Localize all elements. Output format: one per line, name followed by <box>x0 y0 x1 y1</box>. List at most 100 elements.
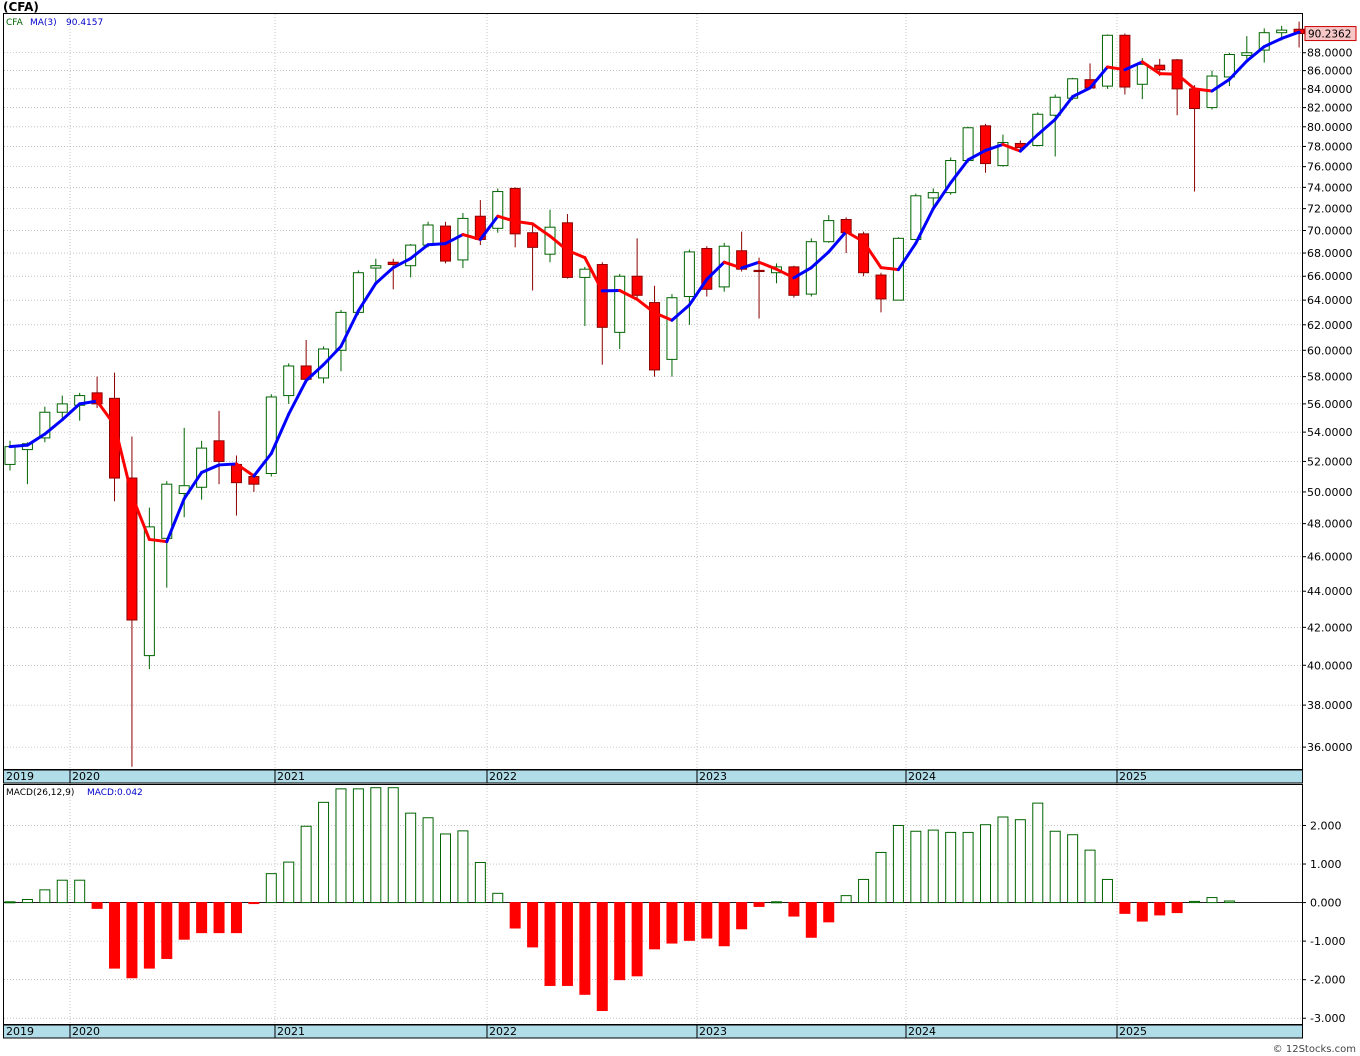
candle-body <box>980 125 992 165</box>
ma-segment <box>1123 60 1144 72</box>
ma-segment <box>444 233 465 246</box>
candle-body <box>196 447 208 488</box>
candle-body <box>1049 96 1061 116</box>
ma-segment <box>722 260 744 270</box>
ma-segment <box>304 363 326 383</box>
macd-bar-positive <box>21 898 33 904</box>
candle-body <box>753 269 765 273</box>
ma-segment <box>269 412 291 456</box>
ma-segment <box>1071 86 1092 99</box>
price-tick-label: 44.0000 <box>1307 585 1353 598</box>
price-grid <box>4 14 1302 769</box>
ma-segment <box>1088 65 1109 90</box>
candle-body <box>213 440 225 462</box>
macd-y-axis: -3.000 -2.000 -1.000 0.000 1.000 2.000 <box>1302 819 1345 1025</box>
macd-bar-positive <box>910 830 922 904</box>
macd-bar-positive <box>1032 802 1044 904</box>
macd-bar-positive <box>770 901 782 904</box>
macd-bar-negative <box>1171 902 1183 914</box>
macd-bar-negative <box>544 902 556 986</box>
macd-bar-negative <box>248 902 260 905</box>
ma-segment <box>827 230 848 254</box>
ma-segment <box>95 399 117 427</box>
macd-bar-positive <box>858 878 870 904</box>
price-tick-label: 42.0000 <box>1307 621 1353 634</box>
ma-segment <box>426 242 447 247</box>
ma-segment <box>252 452 273 478</box>
macd-bar-negative <box>649 902 661 950</box>
moving-average-line <box>8 30 1301 544</box>
macd-tick-label: 2.000 <box>1310 819 1342 832</box>
candle-body <box>631 275 643 296</box>
candle-body <box>927 192 939 199</box>
year-label: 2020 <box>72 1025 100 1038</box>
macd-bar-negative <box>1154 902 1166 916</box>
macd-bar-positive <box>1189 900 1201 904</box>
ma-segment <box>653 311 674 322</box>
macd-bar-negative <box>527 902 539 948</box>
candle-body <box>1258 32 1270 51</box>
macd-bar-positive <box>39 889 51 904</box>
macd-bar-positive <box>318 801 330 904</box>
price-tick-label: 70.0000 <box>1307 225 1353 238</box>
ma-segment <box>740 260 761 270</box>
price-tick-label: 80.0000 <box>1307 121 1353 134</box>
legend-ma-label: MA(3) <box>30 18 57 28</box>
macd-tick-label: 0.000 <box>1310 897 1342 910</box>
macd-bar-negative <box>701 902 713 939</box>
macd-bar-positive <box>1206 897 1218 904</box>
candle-body <box>283 365 295 397</box>
year-label: 2019 <box>6 1025 34 1038</box>
ma-segment <box>409 243 430 260</box>
candle-body <box>1119 34 1131 88</box>
year-label: 2019 <box>6 770 34 783</box>
candle-body <box>596 264 608 328</box>
ma-segment <box>478 214 500 241</box>
macd-bar-positive <box>352 788 364 904</box>
price-tick-label: 82.0000 <box>1307 102 1353 115</box>
macd-bar-positive <box>1067 834 1079 904</box>
candle-body <box>683 251 695 298</box>
price-tick-label: 68.0000 <box>1307 247 1353 260</box>
macd-bars <box>4 787 1302 1012</box>
candle-body <box>858 233 870 274</box>
macd-bar-negative <box>230 902 242 934</box>
ma-segment <box>1210 77 1231 93</box>
price-tick-label: 64.0000 <box>1307 294 1353 307</box>
macd-bar-negative <box>213 902 225 934</box>
ma-segment <box>1001 142 1022 153</box>
legend-ma-value: 90.4157 <box>66 18 103 28</box>
year-label: 2024 <box>908 770 936 783</box>
macd-bar-positive <box>74 879 86 904</box>
ma-segment <box>1280 30 1301 40</box>
ma-segment <box>182 470 204 501</box>
macd-bar-positive <box>387 787 399 904</box>
candle-body <box>1154 64 1166 71</box>
chart-title: (CFA) <box>3 0 39 14</box>
price-tick-label: 48.0000 <box>1307 518 1353 531</box>
year-labels-top: 2019 2020 2021 2022 2023 2024 2025 <box>6 770 1147 783</box>
candle-body <box>614 275 626 333</box>
candle-body <box>997 141 1009 167</box>
price-panel <box>3 13 1303 770</box>
ma-segment <box>809 250 831 270</box>
macd-bar-negative <box>788 902 800 917</box>
macd-bar-negative <box>1136 902 1148 922</box>
ma-segment <box>914 207 935 245</box>
macd-bar-positive <box>980 824 992 904</box>
macd-bar-positive <box>335 788 347 904</box>
ma-segment <box>966 148 988 162</box>
year-label: 2021 <box>277 1025 305 1038</box>
last-price-label: 90.2362 <box>1308 29 1351 41</box>
ma-segment <box>635 297 657 315</box>
candle-body <box>335 311 347 351</box>
price-tick-label: 36.0000 <box>1307 741 1353 754</box>
macd-bar-negative <box>614 902 626 981</box>
macd-bar-positive <box>892 824 904 904</box>
macd-bar-negative <box>178 902 190 940</box>
ma-segment <box>548 234 569 252</box>
ma-segment <box>1245 45 1266 63</box>
legend-symbol: CFA <box>6 18 24 28</box>
ma-segment <box>931 181 953 211</box>
